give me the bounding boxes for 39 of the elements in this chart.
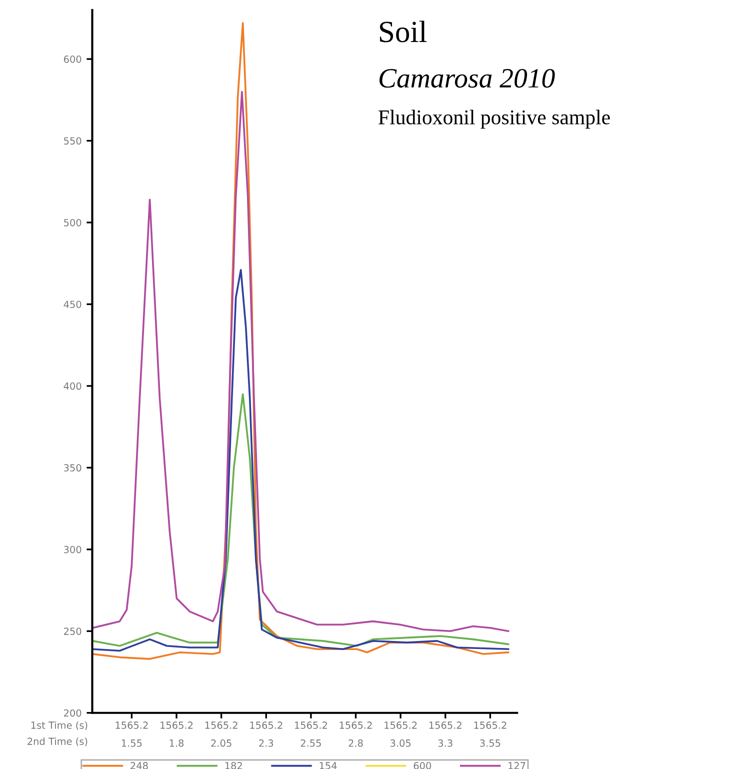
x-tick-label: 3.55	[480, 739, 500, 747]
legend-label: 182	[225, 762, 242, 769]
line-series	[92, 393, 510, 647]
x-tick-label: 1.55	[122, 740, 142, 747]
text: 1565.2	[474, 722, 506, 729]
legend-label: 248	[130, 762, 148, 769]
text: 1565.2	[205, 722, 238, 729]
annotation: Camarosa 2010	[379, 68, 555, 88]
x-tick-label: 1.8	[170, 739, 184, 747]
text: 1565.2	[384, 722, 417, 729]
y-tick-label: 300	[64, 546, 82, 554]
y-tick-label: 250	[64, 628, 82, 635]
text: 1565.2	[160, 722, 193, 729]
y-tick-label: 600	[64, 56, 82, 63]
y-tick-label: 350	[64, 464, 82, 472]
y-tick-label: 550	[64, 137, 82, 145]
text: 1565.2	[116, 722, 148, 729]
y-tick-label: 400	[64, 382, 82, 390]
annotation: Soil	[380, 20, 427, 42]
line-series	[92, 268, 510, 652]
text: 1565.2	[250, 722, 282, 729]
text: 1st Time (s)	[31, 721, 88, 730]
legend-label: 127	[508, 762, 526, 769]
x-tick-label: 3.3	[438, 739, 452, 747]
x-tick-label: 2.8	[348, 739, 363, 747]
y-tick-label: 200	[64, 709, 82, 717]
y-tick-label: 450	[64, 300, 82, 308]
x-tick-label: 2.55	[300, 739, 321, 747]
text: 1565.2	[340, 722, 372, 729]
text: 1565.2	[429, 722, 462, 729]
legend-label: 600	[414, 762, 432, 769]
x-tick-label: 3.05	[390, 739, 411, 747]
x-tick-label: 2.3	[259, 739, 274, 747]
y-tick-label: 500	[64, 218, 82, 226]
text: 1565.2	[295, 722, 327, 729]
x-axis-title: 2nd Time (s)	[28, 737, 88, 746]
legend-label: 154	[320, 762, 337, 769]
x-tick-label: 2.05	[211, 739, 232, 747]
annotation: Fludioxonil positive sample	[378, 110, 610, 129]
